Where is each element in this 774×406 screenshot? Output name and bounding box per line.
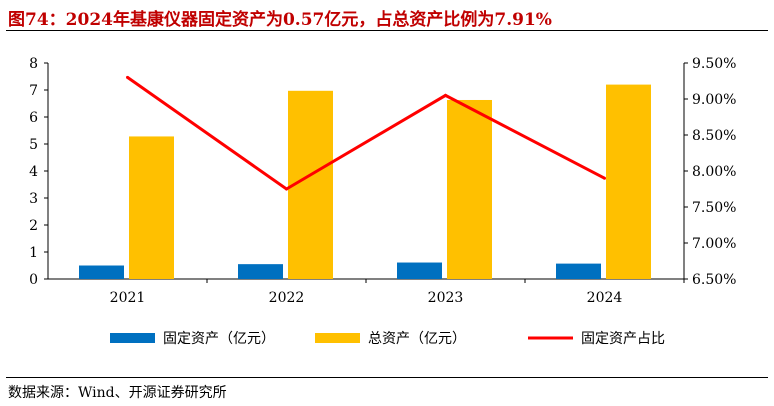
y-right-tick-label: 9.00% xyxy=(692,92,736,108)
line-point xyxy=(603,176,606,180)
line-fixed-asset-ratio xyxy=(126,76,606,191)
legend-swatch xyxy=(315,333,360,343)
y-right-tick-label: 8.00% xyxy=(692,164,736,180)
x-tick-label: 2023 xyxy=(428,290,464,306)
line-point xyxy=(126,75,129,79)
y-left-tick-label: 6 xyxy=(29,110,38,126)
legend-label: 固定资产占比 xyxy=(581,331,665,347)
line-point xyxy=(285,187,288,191)
x-tick-label: 2022 xyxy=(269,290,305,306)
bar-total-assets xyxy=(447,99,492,280)
y-left-tick-label: 1 xyxy=(29,245,38,261)
legend-label: 固定资产（亿元） xyxy=(163,331,275,347)
bar-fixed-assets xyxy=(556,263,601,279)
legend-swatch xyxy=(110,333,155,343)
y-left-tick-label: 0 xyxy=(29,272,38,288)
y-right-tick-label: 8.50% xyxy=(692,128,736,144)
bar-total-assets xyxy=(606,84,651,279)
y-left-tick-label: 4 xyxy=(29,164,38,180)
y-right-tick-label: 6.50% xyxy=(692,272,736,288)
bar-total-assets xyxy=(129,136,174,279)
y-right-tick-label: 7.00% xyxy=(692,236,736,252)
x-tick-label: 2024 xyxy=(587,290,623,306)
legend-label: 总资产（亿元） xyxy=(368,331,466,347)
y-left-tick-label: 8 xyxy=(29,56,38,72)
bar-fixed-assets xyxy=(79,265,124,279)
chart: 0 1 2 3 4 5 6 7 8 6.50% 7.00% 7.50% 8.00% 8.50% 9.00% 9… xyxy=(29,56,736,347)
line-point xyxy=(444,93,447,97)
bar-fixed-assets xyxy=(238,264,283,279)
x-tick-label: 2021 xyxy=(110,290,146,306)
chart-title: 图74：2024年基康仪器固定资产为0.57亿元，占总资产比例为7.91% xyxy=(8,10,552,30)
y-left-tick-label: 2 xyxy=(29,218,38,234)
y-left-tick-label: 7 xyxy=(29,83,38,99)
y-left-tick-label: 5 xyxy=(29,137,38,153)
source-note: 数据来源：Wind、开源证券研究所 xyxy=(8,385,227,401)
source-rule xyxy=(6,377,768,378)
y-right-tick-label: 7.50% xyxy=(692,200,736,216)
bar-fixed-assets xyxy=(397,262,442,279)
y-right-tick-label: 9.50% xyxy=(692,56,736,72)
title-rule xyxy=(6,30,768,31)
y-left-tick-label: 3 xyxy=(29,191,38,207)
